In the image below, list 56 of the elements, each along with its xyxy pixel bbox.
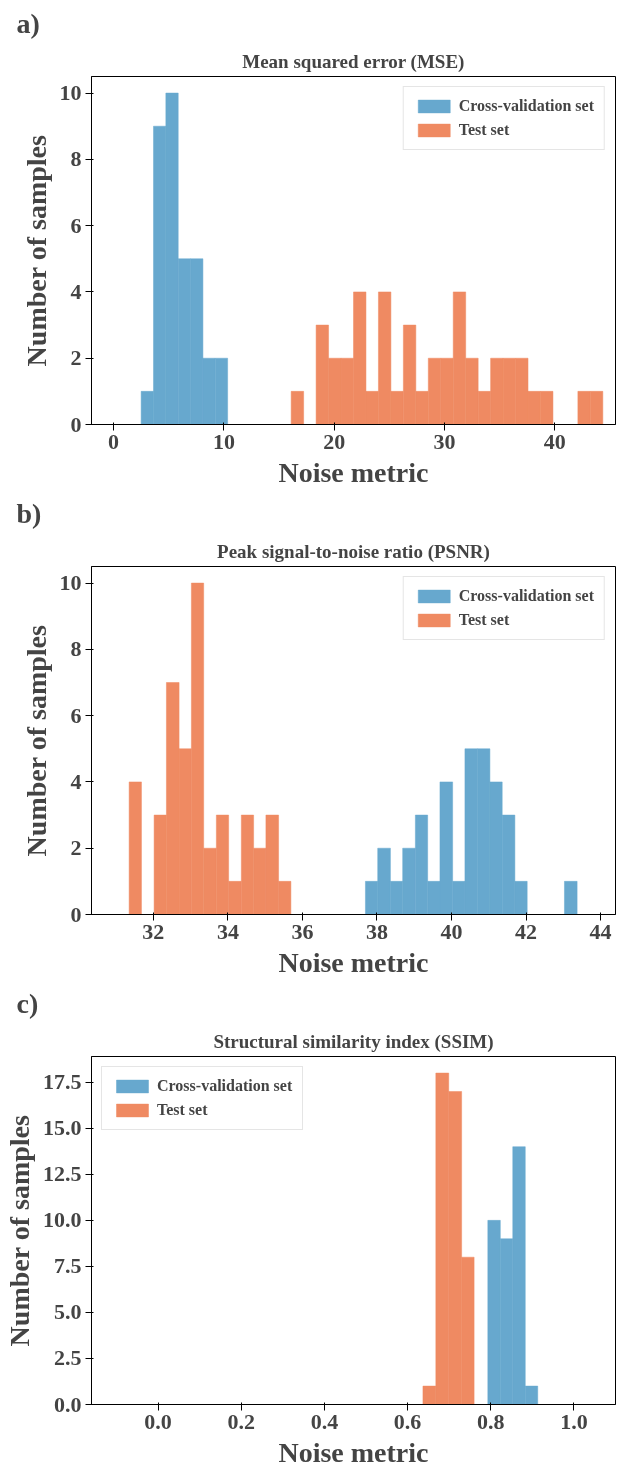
y-tick-label: 2.5: [54, 1345, 82, 1371]
y-tick-label: 17.5: [43, 1069, 82, 1095]
x-tick-label: 42: [515, 918, 538, 944]
y-tick-label: 0.0: [54, 1391, 82, 1417]
y-tick-label: 4: [70, 768, 82, 794]
y-tick-label: 5.0: [54, 1299, 82, 1325]
y-tick-label: 8: [70, 146, 82, 172]
x-tick-label: 34: [216, 918, 239, 944]
y-tick-label: 2: [70, 345, 82, 371]
legend-label: Cross-validation set: [157, 1077, 293, 1095]
y-tick-label: 10: [59, 570, 82, 596]
x-tick-label: 38: [365, 918, 388, 944]
y-tick-label: 8: [70, 636, 82, 662]
x-tick-label: 0.8: [476, 1408, 505, 1434]
y-axis-title: Number of samples: [20, 135, 52, 367]
x-tick-label: 40: [440, 918, 463, 944]
x-tick-label: 0.4: [310, 1408, 339, 1434]
y-tick-label: 15.0: [43, 1115, 82, 1141]
x-tick-label: 0: [108, 428, 120, 454]
x-tick-label: 32: [142, 918, 165, 944]
y-tick-label: 2: [70, 835, 82, 861]
chart-title: Peak signal-to-noise ratio (PSNR): [217, 540, 490, 563]
text: c): [16, 987, 39, 1019]
x-axis-title: Noise metric: [278, 456, 429, 488]
legend-label: Test set: [458, 121, 510, 139]
y-tick-label: 10: [59, 80, 82, 106]
chart-title: Structural similarity index (SSIM): [213, 1030, 494, 1053]
legend-label: Test set: [458, 611, 510, 629]
x-tick-label: 0.0: [144, 1408, 172, 1434]
text: a): [16, 7, 40, 39]
x-tick-label: 10: [212, 428, 235, 454]
y-tick-label: 0: [70, 411, 82, 437]
x-axis-title: Noise metric: [278, 946, 429, 978]
y-axis-title: Number of samples: [20, 625, 52, 857]
legend-label: Test set: [157, 1101, 208, 1119]
x-tick-label: 40: [543, 428, 566, 454]
chart-title: Mean squared error (MSE): [242, 50, 465, 73]
y-tick-label: 4: [70, 278, 82, 304]
x-tick-label: 30: [433, 428, 456, 454]
text: b): [16, 497, 42, 529]
y-tick-label: 0: [70, 901, 82, 927]
x-tick-label: 0.2: [227, 1408, 255, 1434]
y-tick-label: 6: [70, 212, 82, 238]
y-tick-label: 7.5: [54, 1253, 82, 1279]
x-axis-title: Noise metric: [278, 1436, 429, 1468]
x-tick-label: 36: [291, 918, 314, 944]
y-tick-label: 6: [70, 702, 82, 728]
x-tick-label: 20: [323, 428, 346, 454]
legend-label: Cross-validation set: [458, 97, 594, 115]
x-tick-label: 1.0: [560, 1408, 588, 1434]
y-axis-title: Number of samples: [4, 1115, 35, 1347]
legend-label: Cross-validation set: [458, 587, 594, 605]
y-tick-label: 12.5: [43, 1161, 82, 1187]
x-tick-label: 44: [589, 918, 612, 944]
y-tick-label: 10.0: [43, 1207, 82, 1233]
x-tick-label: 0.6: [393, 1408, 422, 1434]
